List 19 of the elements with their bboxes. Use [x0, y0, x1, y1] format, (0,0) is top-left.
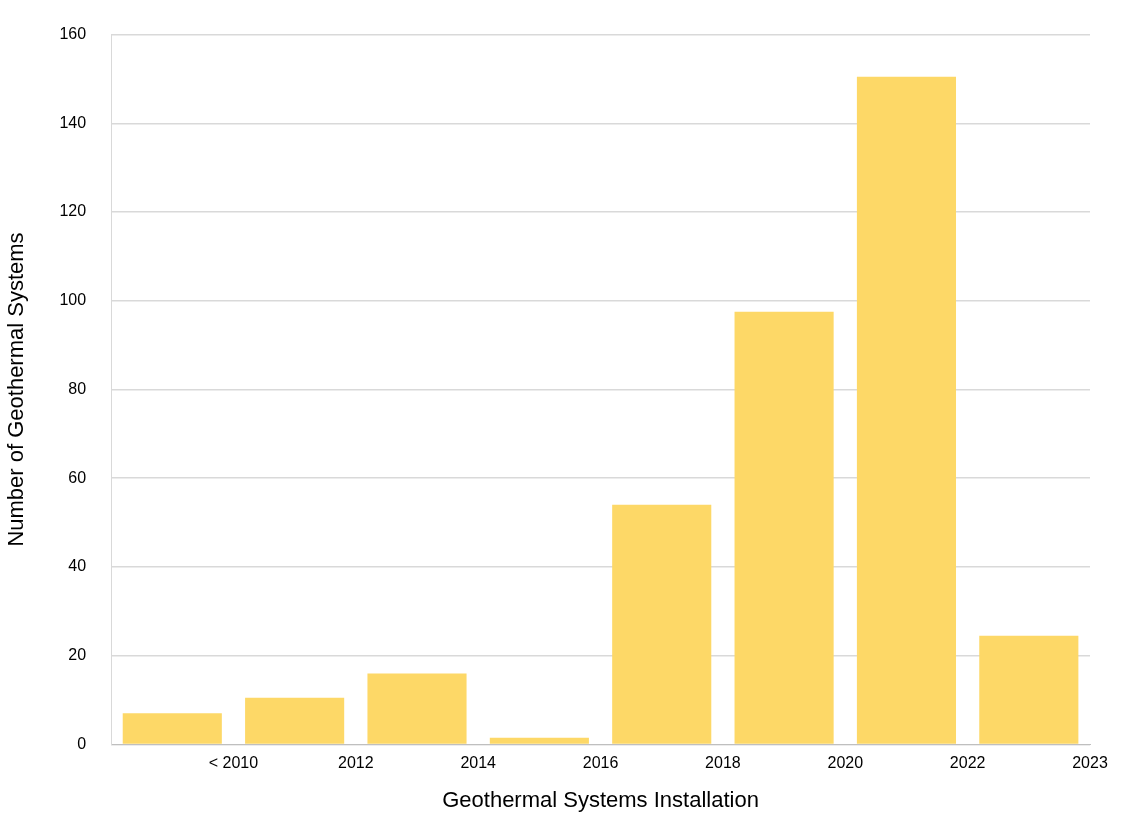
y-tick-label: 40 — [68, 557, 87, 575]
x-tick-label: 2012 — [338, 754, 374, 772]
y-tick-label: 140 — [59, 113, 87, 131]
y-tick-label: 160 — [59, 25, 87, 43]
x-tick-label: 2014 — [460, 754, 497, 772]
x-tick-label: 2020 — [827, 754, 864, 772]
x-axis-title: Geothermal Systems Installation — [442, 786, 759, 812]
x-tick-label: 2023 — [1072, 754, 1108, 772]
y-tick-label: 120 — [59, 202, 87, 220]
x-tick-label: < 2010 — [208, 754, 259, 772]
y-tick-label: 20 — [68, 646, 87, 664]
y-tick-label: 60 — [68, 468, 87, 486]
y-axis-title: Number of Geothermal Systems — [3, 232, 29, 547]
y-tick-label: 100 — [59, 291, 87, 309]
x-tick-label: 2022 — [949, 754, 986, 772]
y-tick-label: 0 — [77, 734, 87, 752]
x-tick-label: 2018 — [705, 754, 741, 772]
x-tick-label: 2016 — [582, 754, 619, 772]
y-tick-label: 80 — [68, 379, 87, 397]
